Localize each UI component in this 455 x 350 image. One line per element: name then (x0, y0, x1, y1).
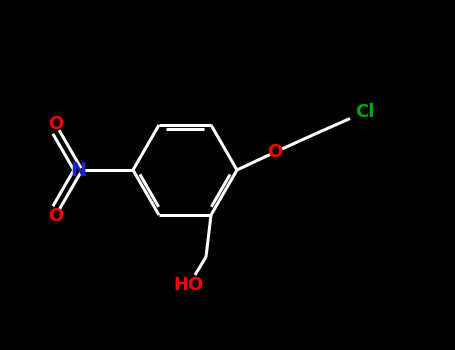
Text: O: O (48, 207, 64, 225)
Text: N: N (70, 161, 86, 180)
Text: O: O (48, 115, 64, 133)
Text: Cl: Cl (355, 103, 374, 121)
Text: HO: HO (173, 276, 203, 294)
Text: O: O (268, 143, 283, 161)
